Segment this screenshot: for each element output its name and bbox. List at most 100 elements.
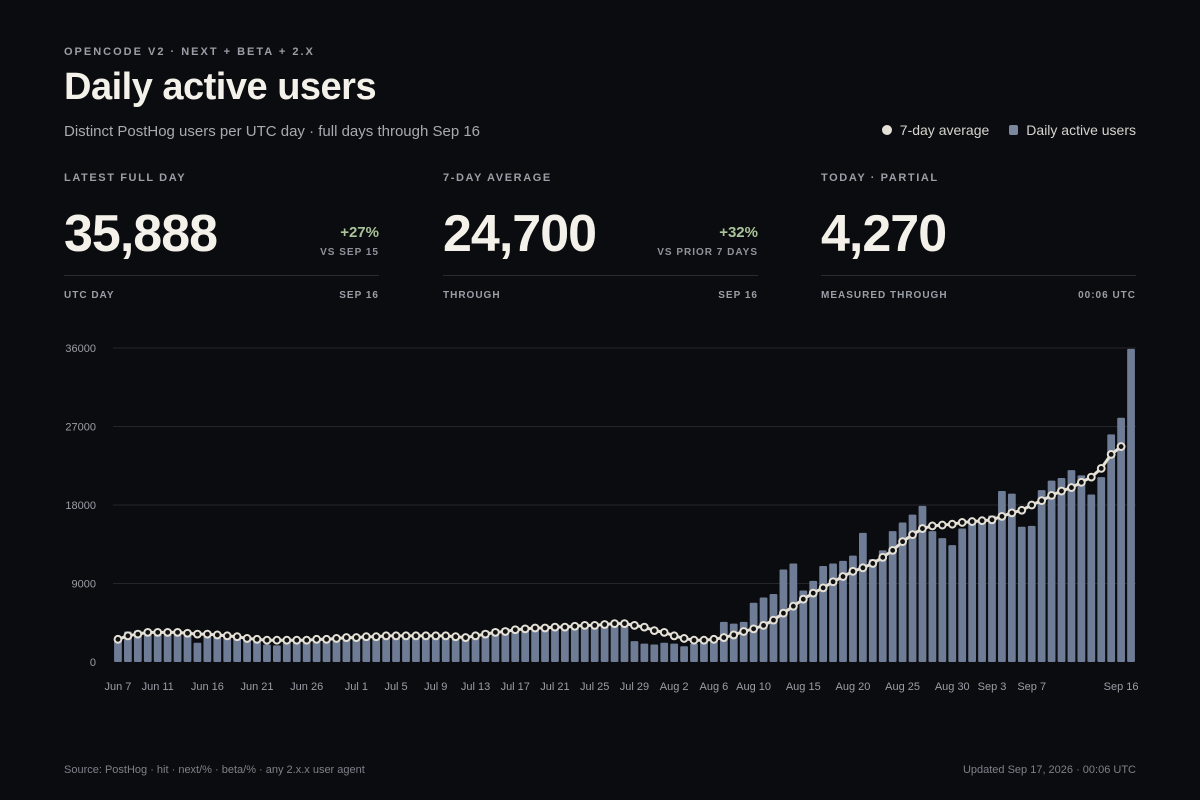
average-point (729, 630, 739, 640)
divider (443, 275, 758, 276)
bar (372, 634, 381, 662)
x-tick-label: Jun 21 (240, 681, 273, 693)
bar (620, 621, 629, 662)
average-point (918, 524, 927, 533)
average-point (212, 630, 222, 640)
bar (402, 634, 410, 662)
bar (640, 643, 649, 662)
average-point (927, 521, 937, 531)
stat-value: 24,700 (443, 205, 597, 263)
average-point (332, 634, 341, 643)
stat-foot-left: MEASURED THROUGH (821, 290, 948, 301)
bar (998, 491, 1006, 662)
bar (809, 580, 818, 662)
bar (799, 590, 808, 662)
bar (729, 623, 738, 662)
average-point (630, 620, 639, 630)
average-point (1067, 483, 1076, 492)
bar (362, 634, 371, 662)
average-point (977, 516, 987, 526)
bar (948, 545, 957, 662)
divider (821, 275, 1136, 276)
bar (263, 644, 271, 662)
x-tick-label: Jul 1 (345, 681, 368, 693)
y-tick-label: 18000 (65, 500, 96, 512)
x-tick-label: Jun 26 (290, 681, 323, 693)
bar (968, 522, 976, 662)
average-point (421, 631, 431, 641)
average-point (1007, 508, 1017, 518)
average-point (401, 631, 411, 641)
x-tick-label: Jul 25 (580, 681, 609, 693)
average-point (312, 634, 322, 644)
x-tick-label: Jul 13 (461, 681, 490, 693)
average-point (371, 632, 381, 642)
average-point (481, 629, 490, 639)
average-point (858, 563, 868, 573)
average-point (590, 620, 600, 630)
average-point (788, 601, 798, 611)
bar (441, 635, 450, 662)
average-swatch-icon (881, 125, 892, 135)
average-point (878, 552, 888, 562)
x-tick-label: Jun 16 (191, 681, 224, 693)
average-point (292, 635, 302, 645)
average-point (828, 577, 838, 587)
bar (561, 624, 569, 662)
average-point (709, 634, 719, 644)
bar (928, 531, 937, 662)
bar (1067, 470, 1076, 662)
bar (521, 626, 530, 662)
average-point (451, 632, 461, 642)
legend-item-average[interactable]: 7-day average (881, 122, 989, 138)
average-point (1086, 472, 1096, 482)
x-tick-label: Aug 6 (700, 681, 729, 693)
bar (580, 623, 589, 662)
bar (273, 645, 281, 662)
bar (819, 566, 828, 662)
bar (1097, 477, 1106, 662)
average-point (739, 627, 749, 636)
x-tick-label: Sep 16 (1104, 681, 1139, 693)
average-point (898, 537, 907, 547)
bar (590, 623, 599, 662)
stat-latest-full-day: LATEST FULL DAY 35,888 +27% VS SEP 15 UT… (64, 172, 379, 301)
bar (610, 622, 619, 662)
legend-item-dau[interactable]: Daily active users (1009, 122, 1136, 138)
x-tick-label: Sep 3 (978, 681, 1007, 693)
bar (163, 629, 172, 662)
average-point (530, 623, 540, 633)
stat-7-day-average: 7-DAY AVERAGE 24,700 +32% VS PRIOR 7 DAY… (443, 172, 758, 301)
legend-dau-label: Daily active users (1026, 122, 1136, 138)
average-point (1116, 442, 1126, 451)
stat-label: TODAY · PARTIAL (821, 172, 939, 184)
y-tick-label: 36000 (65, 343, 96, 355)
average-point (947, 519, 957, 529)
source-note: Source: PostHog · hit · next/% · beta/% … (64, 764, 365, 776)
average-point (1057, 486, 1066, 496)
average-point (620, 619, 629, 629)
x-tick-label: Jun 11 (142, 681, 174, 693)
average-point (520, 624, 530, 634)
average-point (1106, 450, 1116, 459)
bar (630, 641, 639, 662)
delta-caption: VS PRIOR 7 DAYS (657, 247, 758, 258)
bar (551, 625, 559, 662)
updated-timestamp: Updated Sep 17, 2026 · 00:06 UTC (962, 764, 1136, 776)
average-point (967, 517, 977, 526)
y-tick-label: 9000 (72, 579, 96, 591)
bar (223, 634, 232, 662)
y-tick-label: 27000 (65, 422, 96, 434)
stat-foot-right: SEP 16 (718, 290, 758, 301)
bar (829, 563, 837, 662)
average-point (1096, 463, 1106, 473)
bar (878, 550, 887, 662)
average-point (908, 530, 917, 540)
stat-footer: THROUGH SEP 16 (443, 290, 758, 301)
stat-foot-right: SEP 16 (339, 290, 379, 301)
delta-caption: VS SEP 15 (320, 247, 379, 258)
bar (1087, 494, 1096, 662)
average-point (838, 572, 848, 581)
y-tick-label: 0 (90, 657, 96, 669)
bar (898, 522, 907, 662)
